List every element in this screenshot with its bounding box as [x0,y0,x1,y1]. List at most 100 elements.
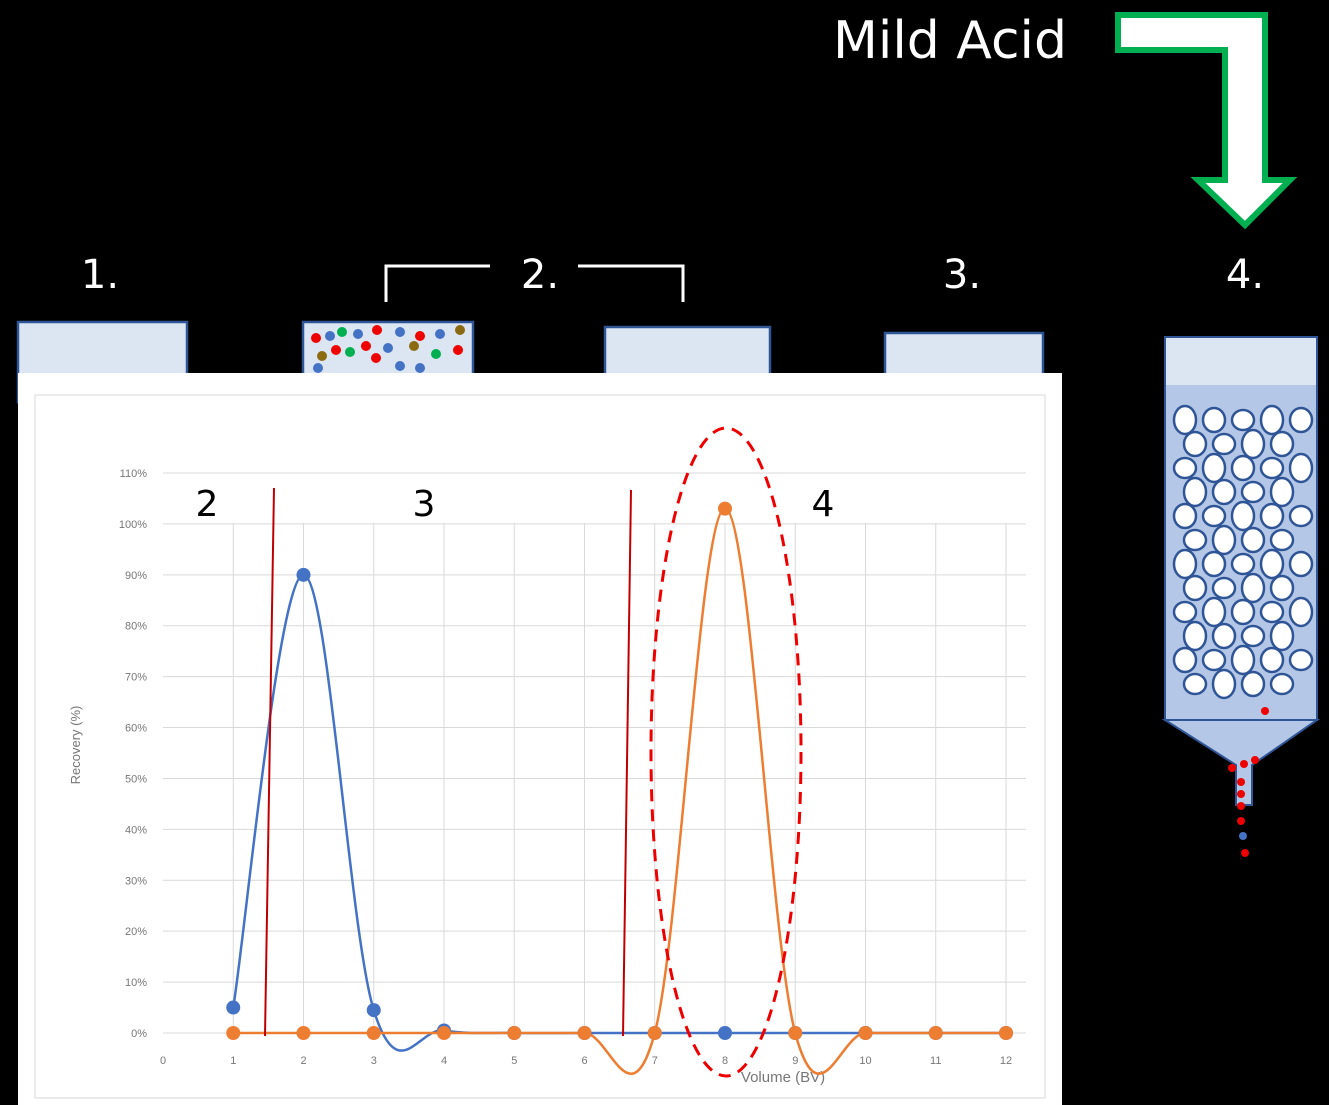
x-tick-label: 10 [859,1055,871,1067]
bead [1184,674,1206,694]
data-point [999,1026,1013,1040]
bead [1242,528,1264,552]
data-point [437,1026,451,1040]
data-point [859,1026,873,1040]
x-tick-label: 4 [441,1055,447,1067]
slide: Mild Acid 1. 2. 3. 4. 0%10%20%30%40%50%6… [0,0,1329,1105]
data-point [788,1026,802,1040]
y-tick-label: 80% [125,621,147,633]
region-label: 2 [196,484,219,525]
bead [1174,602,1196,622]
bead [1242,672,1264,696]
region-label: 3 [413,484,436,525]
y-tick-label: 60% [125,723,147,735]
y-tick-label: 100% [119,519,147,531]
bead [1213,526,1235,554]
x-tick-label: 8 [722,1055,728,1067]
bead [1184,576,1206,600]
bead [1213,624,1235,648]
bead [1203,598,1225,626]
y-tick-label: 50% [125,773,147,785]
x-tick-label: 1 [230,1055,236,1067]
bead [1261,648,1283,672]
bead [1232,502,1254,530]
bead [1261,504,1283,528]
bead [1232,646,1254,674]
bead [1213,578,1235,598]
y-tick-label: 90% [125,570,147,582]
chart-panel [18,373,1062,1105]
bead [1174,458,1196,478]
y-tick-label: 20% [125,926,147,938]
data-point [507,1026,521,1040]
x-tick-label: 0 [160,1055,166,1067]
x-tick-label: 6 [581,1055,587,1067]
bead [1261,458,1283,478]
bead [1271,432,1293,456]
data-point [578,1026,592,1040]
data-point [718,502,732,516]
region-label: 4 [812,484,835,525]
bead [1174,648,1196,672]
bead [1232,600,1254,624]
data-point [367,1026,381,1040]
bead [1203,552,1225,576]
y-axis-title: Recovery (%) [68,706,83,785]
bead [1184,432,1206,456]
bead [1213,480,1235,504]
bead [1271,530,1293,550]
arrow-label: Mild Acid [833,11,1067,71]
bead [1271,576,1293,600]
y-tick-label: 10% [125,977,147,989]
bead [1290,650,1312,670]
bead [1232,554,1254,574]
data-point [297,568,311,582]
bead [1261,602,1283,622]
data-point [929,1026,943,1040]
bead [1203,454,1225,482]
bead [1242,574,1264,602]
bead [1184,530,1206,550]
data-point [297,1026,311,1040]
y-tick-label: 70% [125,672,147,684]
x-tick-label: 12 [1000,1055,1012,1067]
bead [1290,506,1312,526]
y-tick-label: 0% [131,1028,147,1040]
y-tick-label: 40% [125,824,147,836]
y-tick-label: 110% [120,468,148,480]
bead [1174,504,1196,528]
bead [1271,622,1293,650]
bead [1232,410,1254,430]
data-point [226,1001,240,1015]
bead [1174,406,1196,434]
bead [1261,406,1283,434]
bead [1213,434,1235,454]
x-tick-label: 3 [371,1055,377,1067]
bead [1242,430,1264,458]
bead [1232,456,1254,480]
step-label: 4. [1226,252,1264,298]
bead [1261,550,1283,578]
bead [1203,506,1225,526]
bead [1242,626,1264,646]
x-tick-label: 9 [792,1055,798,1067]
x-tick-label: 5 [511,1055,517,1067]
data-point [648,1026,662,1040]
bead [1184,622,1206,650]
data-point [718,1026,732,1040]
bead [1203,408,1225,432]
bead [1290,408,1312,432]
bead [1271,674,1293,694]
bead [1290,598,1312,626]
step-label: 2. [521,252,559,298]
bead [1174,550,1196,578]
data-point [226,1026,240,1040]
y-tick-label: 30% [125,875,147,887]
data-point [367,1003,381,1017]
bead [1213,670,1235,698]
x-tick-label: 2 [300,1055,306,1067]
bead [1290,454,1312,482]
bead [1203,650,1225,670]
bead [1184,478,1206,506]
bead [1290,552,1312,576]
